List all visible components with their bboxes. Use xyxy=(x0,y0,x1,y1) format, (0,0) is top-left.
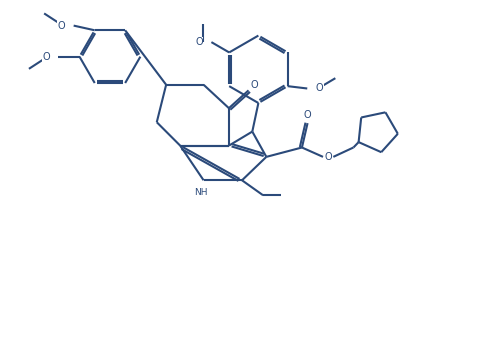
Text: O: O xyxy=(304,110,311,120)
Text: O: O xyxy=(250,80,258,90)
Text: O: O xyxy=(58,21,65,30)
Text: O: O xyxy=(325,152,333,162)
Text: O: O xyxy=(43,52,50,62)
Text: O: O xyxy=(316,84,323,93)
Text: O: O xyxy=(196,37,203,47)
Text: NH: NH xyxy=(195,188,208,198)
